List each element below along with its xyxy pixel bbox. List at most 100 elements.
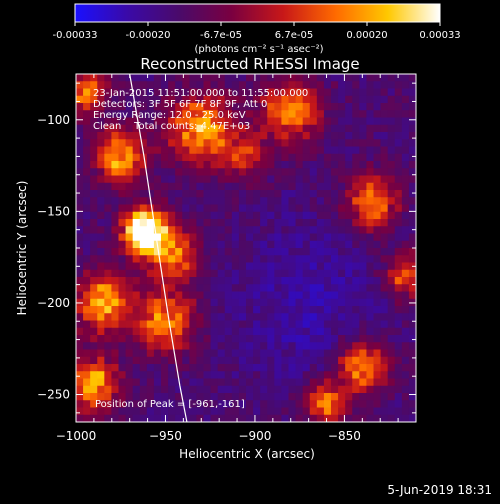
heatmap-cell	[408, 400, 416, 408]
heatmap-cell	[309, 88, 318, 97]
heatmap-cell	[267, 342, 275, 350]
heatmap-cell	[153, 313, 162, 321]
heatmap-cell	[217, 306, 226, 314]
heatmap-cell	[189, 219, 197, 227]
heatmap-cell	[111, 335, 119, 343]
heatmap-cell	[104, 414, 112, 422]
heatmap-cell	[338, 233, 346, 242]
heatmap-cell	[309, 204, 318, 213]
heatmap-cell	[401, 168, 410, 176]
heatmap-cell	[345, 175, 353, 184]
heatmap-cell	[210, 81, 219, 89]
heatmap-cell	[83, 124, 91, 133]
heatmap-cell	[323, 327, 332, 336]
heatmap-cell	[104, 313, 112, 321]
heatmap-cell	[125, 117, 134, 126]
heatmap-cell	[345, 81, 353, 89]
heatmap-cell	[387, 219, 396, 227]
heatmap-cell	[267, 262, 275, 271]
heatmap-cell	[111, 175, 119, 184]
heatmap-cell	[97, 74, 105, 82]
heatmap-cell	[224, 349, 233, 358]
heatmap-cell	[97, 306, 105, 314]
heatmap-cell	[161, 400, 169, 408]
heatmap-cell	[366, 81, 374, 89]
heatmap-cell	[132, 74, 141, 82]
heatmap-cell	[210, 204, 219, 213]
heatmap-cell	[224, 414, 233, 422]
heatmap-cell	[111, 364, 119, 372]
heatmap-cell	[288, 262, 296, 271]
heatmap-cell	[104, 277, 112, 285]
heatmap-cell	[217, 81, 226, 89]
heatmap-cell	[97, 211, 105, 220]
heatmap-cell	[210, 74, 219, 82]
heatmap-cell	[253, 378, 261, 387]
heatmap-cell	[161, 327, 169, 336]
heatmap-cell	[210, 124, 219, 133]
heatmap-cell	[83, 356, 91, 365]
heatmap-cell	[104, 182, 112, 191]
heatmap-cell	[366, 313, 374, 321]
heatmap-cell	[246, 168, 254, 176]
heatmap-cell	[246, 335, 254, 343]
heatmap-cell	[182, 161, 190, 169]
heatmap-cell	[139, 182, 148, 191]
heatmap-cell	[146, 74, 155, 82]
heatmap-cell	[253, 110, 261, 118]
heatmap-cell	[345, 103, 353, 111]
heatmap-cell	[309, 371, 318, 379]
heatmap-cell	[380, 81, 389, 89]
heatmap-cell	[146, 277, 155, 285]
heatmap-cell	[359, 255, 367, 263]
heatmap-cell	[118, 139, 126, 147]
heatmap-cell	[153, 161, 162, 169]
heatmap-cell	[288, 356, 296, 365]
heatmap-cell	[161, 248, 169, 256]
heatmap-cell	[139, 81, 148, 89]
heatmap-cell	[189, 226, 197, 234]
heatmap-cell	[111, 139, 119, 147]
heatmap-cell	[175, 88, 183, 97]
heatmap-cell	[146, 393, 155, 401]
heatmap-cell	[309, 190, 318, 198]
heatmap-cell	[168, 342, 176, 350]
heatmap-cell	[111, 204, 119, 213]
heatmap-cell	[83, 248, 91, 256]
heatmap-cell	[387, 124, 396, 133]
heatmap-cell	[231, 414, 240, 422]
y-tick-label: −100	[37, 113, 70, 127]
heatmap-cell	[125, 190, 134, 198]
heatmap-cell	[366, 306, 374, 314]
heatmap-cell	[352, 262, 360, 271]
heatmap-cell	[196, 400, 204, 408]
heatmap-cell	[182, 153, 190, 162]
heatmap-cell	[196, 262, 204, 271]
heatmap-cell	[83, 298, 91, 307]
heatmap-cell	[217, 364, 226, 372]
heatmap-cell	[76, 153, 84, 162]
heatmap-cell	[366, 124, 374, 133]
heatmap-cell	[274, 161, 282, 169]
heatmap-cell	[253, 269, 261, 278]
heatmap-cell	[316, 233, 325, 242]
heatmap-cell	[316, 371, 325, 379]
heatmap-cell	[104, 335, 112, 343]
heatmap-cell	[83, 190, 91, 198]
heatmap-cell	[309, 269, 318, 278]
heatmap-cell	[153, 320, 162, 329]
heatmap-cell	[267, 117, 275, 126]
heatmap-cell	[203, 306, 211, 314]
heatmap-cell	[238, 204, 247, 213]
heatmap-cell	[97, 168, 105, 176]
heatmap-cell	[90, 320, 98, 329]
heatmap-cell	[274, 197, 282, 205]
heatmap-cell	[401, 284, 410, 292]
heatmap-cell	[408, 385, 416, 394]
heatmap-cell	[345, 284, 353, 292]
heatmap-cell	[189, 124, 197, 133]
heatmap-cell	[295, 81, 304, 89]
heatmap-cell	[231, 74, 240, 82]
heatmap-cell	[231, 407, 240, 416]
heatmap-cell	[231, 211, 240, 220]
